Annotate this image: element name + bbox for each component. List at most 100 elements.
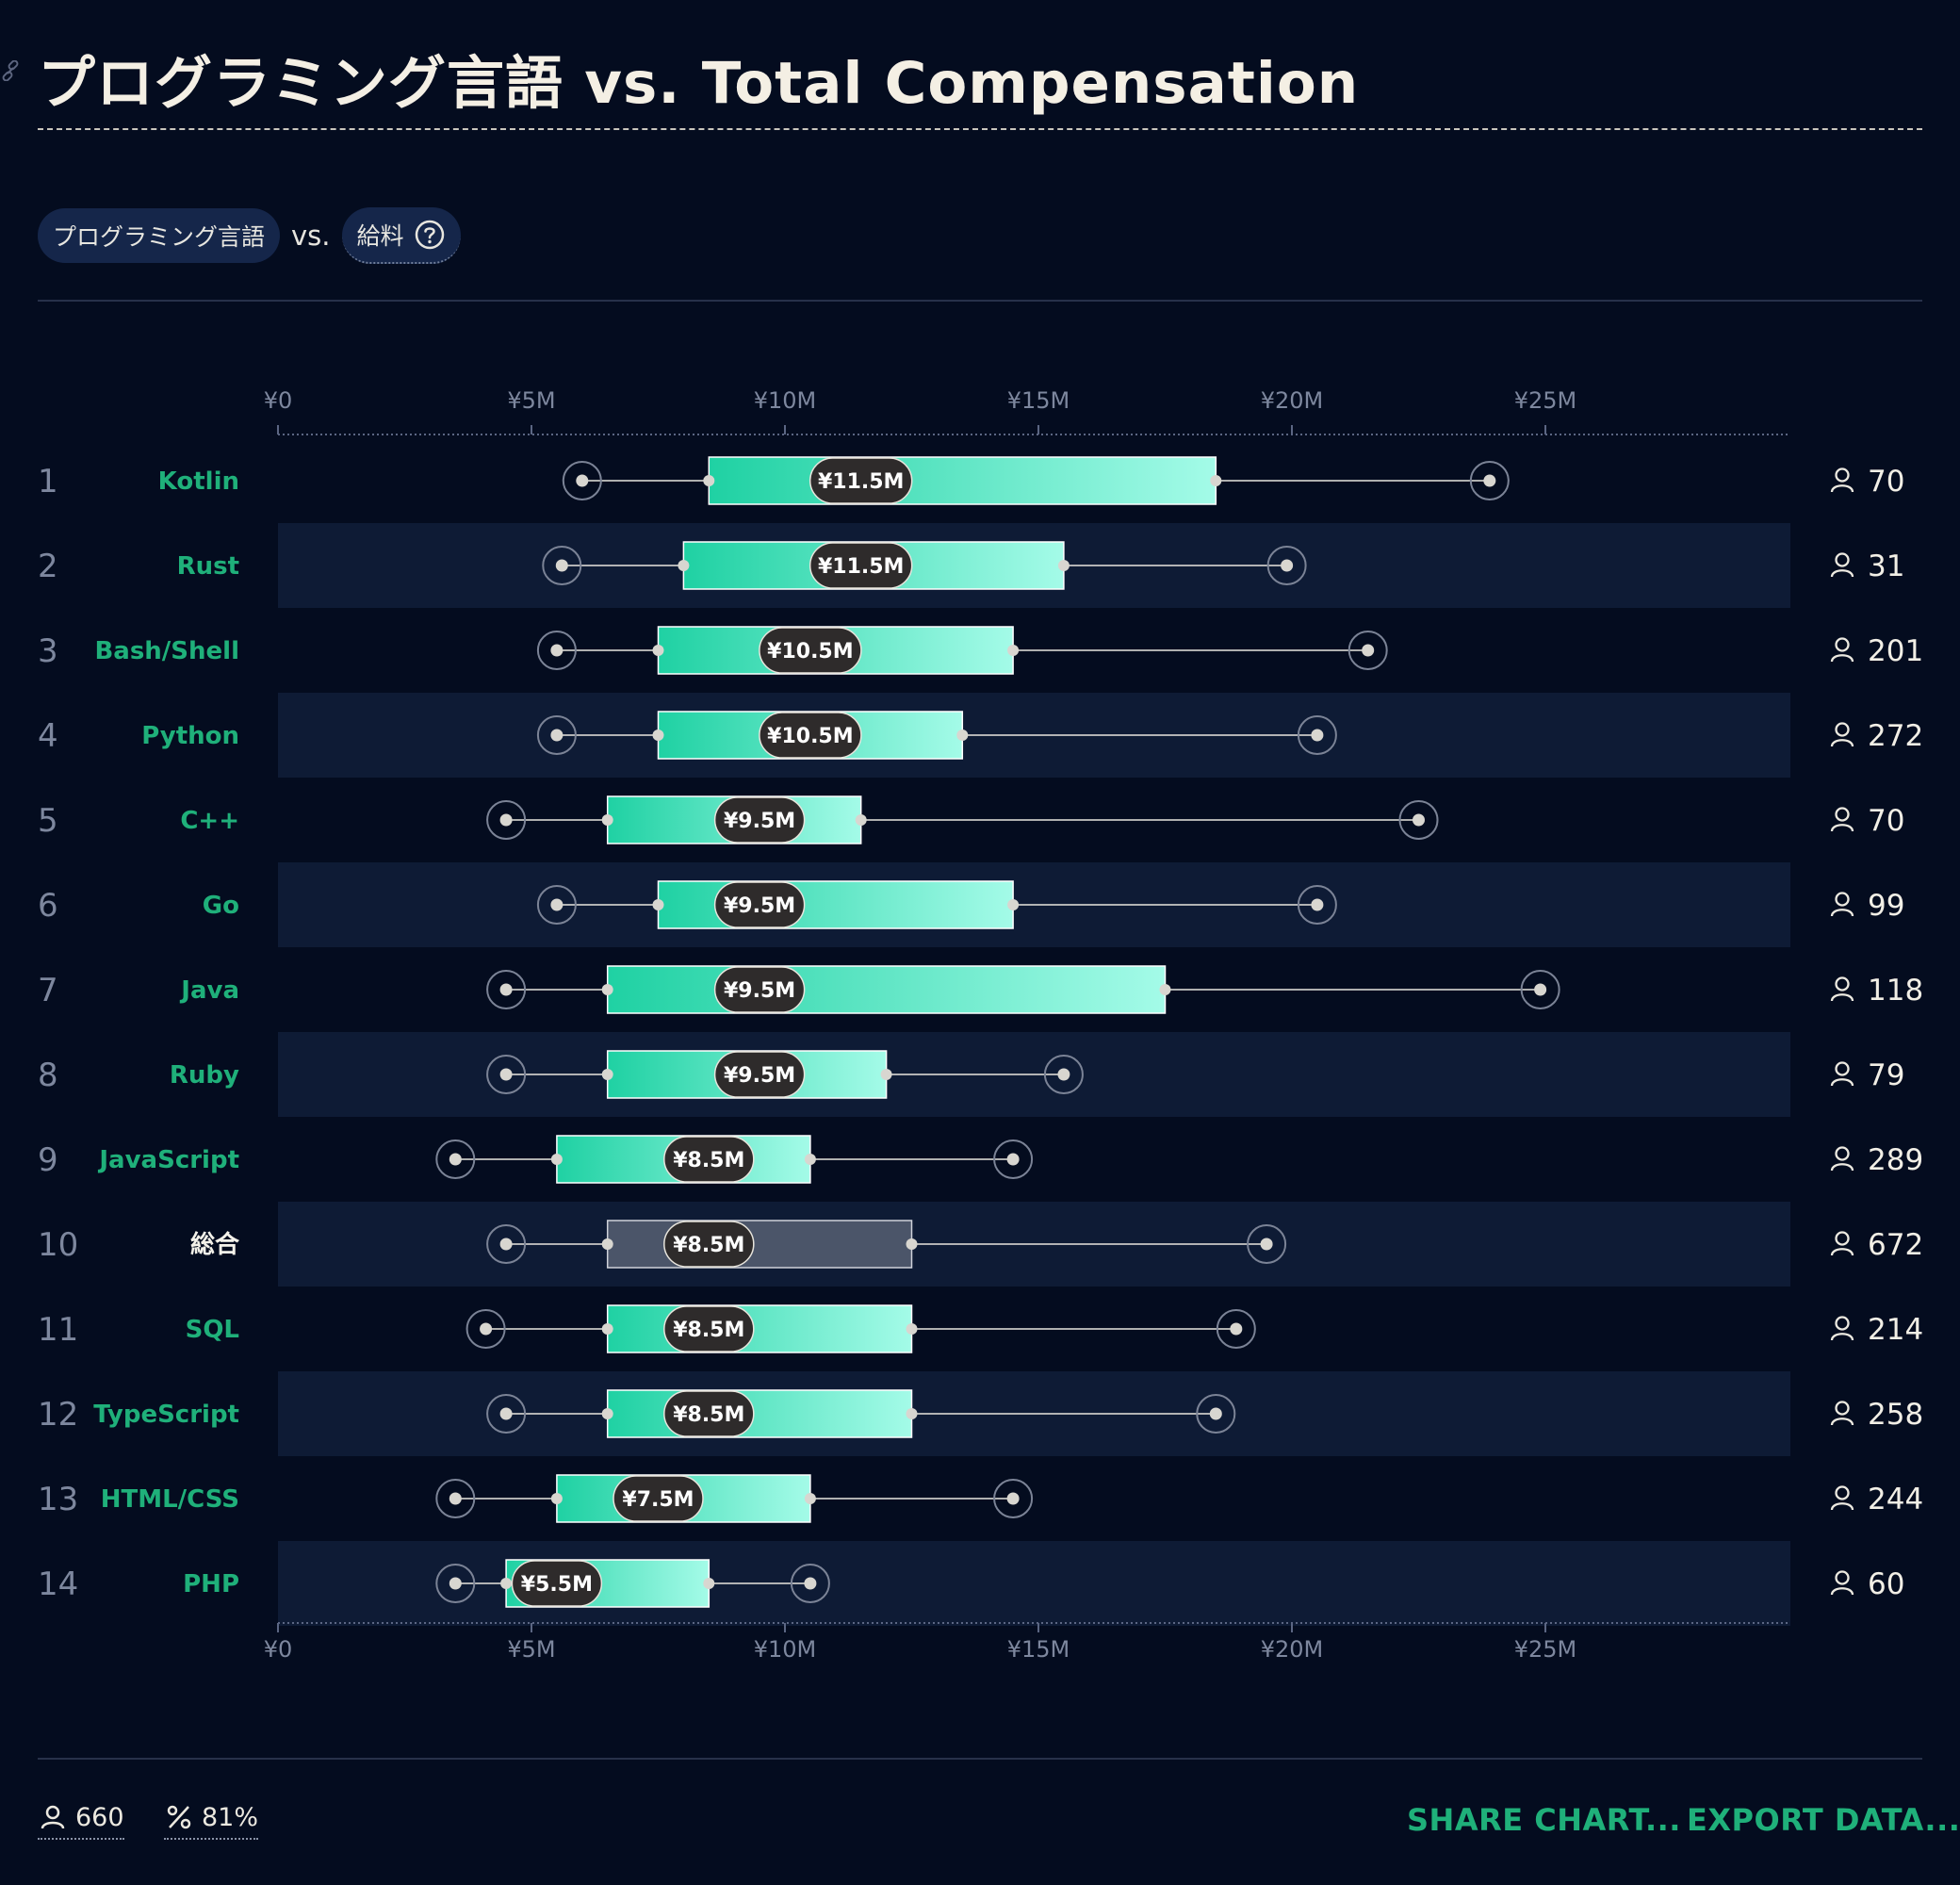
row-count: 289 [1868,1143,1923,1177]
person-icon-body [1830,484,1854,493]
chart-row-javascript[interactable]: 9 JavaScript ¥8.5M 289 [38,1135,1923,1184]
row-count: 31 [1868,549,1904,583]
whisker-end-dot [449,1577,462,1590]
link-icon[interactable] [0,60,21,81]
person-icon [1835,1485,1850,1500]
x-tick-label: ¥15M [1007,387,1070,414]
whisker-end-ring [486,1394,527,1434]
row-label[interactable]: PHP [183,1570,239,1598]
iqr-box[interactable] [606,965,1167,1014]
row-count: 672 [1868,1228,1923,1262]
export-data-button[interactable]: EXPORT DATA... [1687,1802,1960,1838]
primary-filter-pill[interactable]: プログラミング言語 [38,208,281,263]
whisker-end-ring [536,631,577,670]
share-chart-button[interactable]: SHARE CHART... [1407,1802,1681,1838]
person-icon [41,1805,65,1829]
secondary-filter-pill[interactable]: 給料 [341,207,461,264]
person-icon [1835,1231,1850,1246]
percent-icon [167,1805,191,1829]
whisker-end-dot [1281,559,1294,572]
row-rank: 8 [38,1057,58,1094]
median-label: ¥9.5M [724,1064,795,1088]
chart-row-rust[interactable]: 2 Rust ¥11.5M 31 [38,541,1904,590]
row-label[interactable]: Bash/Shell [94,637,239,665]
whisker-end-ring [466,1309,506,1349]
median-label: ¥9.5M [724,894,795,918]
row-label[interactable]: Go [203,892,239,920]
whisker-end-dot [1230,1322,1243,1336]
respondents-stat[interactable]: 660 [38,1802,124,1840]
person-icon-body [1830,1333,1854,1341]
whisker-end-ring [1247,1224,1287,1264]
question-circle-icon[interactable] [414,219,446,251]
row-label[interactable]: Java [179,976,239,1005]
whisker-end-ring [562,461,602,500]
row-rank: 7 [38,972,58,1009]
person-icon [1835,552,1850,567]
whisker-end-dot [499,983,513,996]
quartile-dot [906,1238,918,1250]
chart-row-java[interactable]: 7 Java ¥9.5M 118 [38,965,1923,1014]
chart-row-go[interactable]: 6 Go ¥9.5M 99 [38,880,1904,929]
whisker-end-ring [486,1055,527,1094]
median-label: ¥10.5M [767,725,853,748]
whisker-end-ring [790,1564,830,1603]
chart-row-c-[interactable]: 5 C++ ¥9.5M 70 [38,795,1904,844]
row-label[interactable]: Rust [177,552,239,581]
percent-stat[interactable]: 81% [164,1802,259,1840]
row-label[interactable]: Python [141,722,239,750]
whisker-end-dot [1483,474,1496,487]
iqr-box[interactable] [606,1389,913,1438]
row-label[interactable]: Kotlin [158,467,239,496]
row-label[interactable]: 総合 [190,1230,240,1259]
chart-row-kotlin[interactable]: 1 Kotlin ¥11.5M 70 [38,456,1904,505]
row-label[interactable]: C++ [180,807,239,835]
median-badge [663,1136,755,1183]
iqr-box[interactable] [606,1220,913,1269]
whisker-end-ring [1297,715,1337,755]
quartile-dot [550,1493,563,1504]
chart-row-html-css[interactable]: 13 HTML/CSS ¥7.5M 244 [38,1474,1923,1523]
row-label[interactable]: JavaScript [97,1146,239,1174]
iqr-box[interactable] [708,456,1217,505]
section-divider [38,300,1922,302]
iqr-box[interactable] [606,1304,913,1353]
chart-row-python[interactable]: 4 Python ¥10.5M 272 [38,711,1923,760]
row-label[interactable]: Ruby [170,1061,239,1090]
row-label[interactable]: TypeScript [93,1401,239,1429]
chart-row-sql[interactable]: 11 SQL ¥8.5M 214 [38,1304,1923,1353]
quartile-dot [500,1578,513,1589]
quartile-dot [906,1323,918,1335]
row-label[interactable]: SQL [186,1316,239,1344]
median-badge [663,1221,755,1268]
median-badge [759,712,862,759]
whisker-end-dot [1006,1153,1020,1166]
chart-row-typescript[interactable]: 12 TypeScript ¥8.5M 258 [38,1389,1923,1438]
median-label: ¥5.5M [521,1573,593,1597]
chart-row-ruby[interactable]: 8 Ruby ¥9.5M 79 [38,1050,1904,1099]
iqr-box[interactable] [657,880,1014,929]
quartile-dot [652,729,664,741]
whisker-end-dot [550,898,564,911]
row-count: 201 [1868,634,1923,668]
x-tick-label: ¥25M [1514,387,1577,414]
title-divider [38,128,1922,130]
whisker-end-ring [536,715,577,755]
person-icon-body [1830,654,1854,663]
whisker-end-ring [993,1479,1034,1518]
row-label[interactable]: HTML/CSS [101,1485,239,1514]
row-rank: 11 [38,1311,78,1349]
quartile-dot [804,1154,816,1165]
person-icon-body [1830,1163,1854,1172]
row-rank: 4 [38,717,58,755]
chart-row--[interactable]: 10 総合 ¥8.5M 672 [38,1220,1923,1269]
median-label: ¥8.5M [673,1234,744,1257]
whisker-end-dot [550,644,564,657]
median-label: ¥8.5M [673,1319,744,1342]
person-icon-body [1830,1587,1854,1596]
footer-divider [38,1758,1922,1760]
row-count: 60 [1868,1567,1904,1601]
chart-row-bash-shell[interactable]: 3 Bash/Shell ¥10.5M 201 [38,626,1923,675]
chart-row-php[interactable]: 14 PHP ¥5.5M 60 [38,1559,1904,1608]
quartile-dot [1057,560,1070,571]
